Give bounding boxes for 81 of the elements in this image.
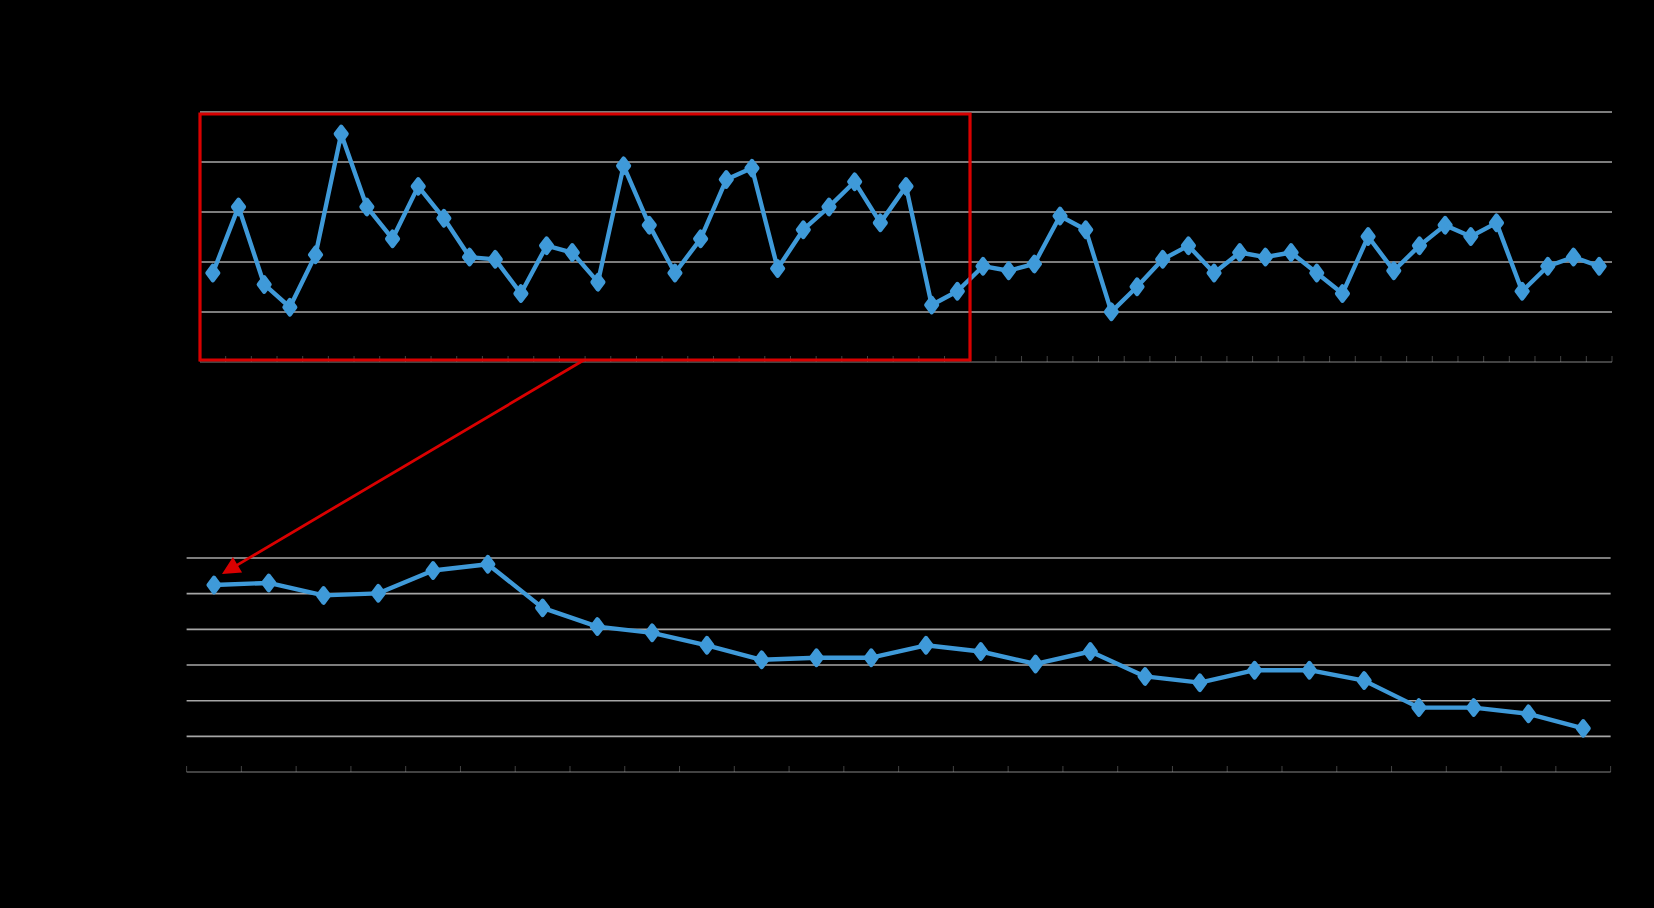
- point: [1301, 660, 1317, 680]
- point: [949, 281, 965, 301]
- point: [384, 229, 401, 249]
- point: [1466, 698, 1482, 717]
- point: [1206, 263, 1222, 283]
- point: [1129, 277, 1145, 297]
- point: [1247, 660, 1263, 680]
- point: [1334, 284, 1351, 303]
- point: [1103, 302, 1119, 322]
- point: [256, 275, 272, 294]
- point: [1575, 719, 1591, 738]
- point: [487, 250, 503, 269]
- point: [644, 623, 660, 643]
- point: [1257, 247, 1273, 267]
- point: [589, 617, 605, 636]
- point: [1411, 698, 1427, 717]
- point: [370, 583, 386, 603]
- point: [1411, 236, 1428, 256]
- point: [1463, 227, 1479, 246]
- point: [1565, 247, 1582, 267]
- point: [1082, 642, 1098, 661]
- point: [590, 272, 606, 292]
- point: [205, 263, 221, 283]
- point: [1437, 215, 1453, 235]
- point: [1283, 243, 1299, 262]
- point: [1232, 243, 1248, 262]
- point: [641, 215, 657, 235]
- point: [1309, 263, 1325, 283]
- point: [975, 256, 991, 276]
- point: [1155, 250, 1171, 269]
- point: [872, 213, 888, 233]
- point: [770, 259, 786, 278]
- point: [1386, 261, 1402, 281]
- point: [898, 177, 914, 196]
- point: [1026, 254, 1042, 274]
- point: [359, 197, 375, 217]
- point: [847, 172, 863, 192]
- point: [616, 156, 632, 176]
- point: [307, 245, 324, 265]
- point: [744, 158, 760, 178]
- point: [1052, 206, 1068, 226]
- point: [535, 598, 551, 618]
- point: [821, 197, 837, 217]
- point: [1356, 671, 1372, 690]
- point: [1027, 654, 1044, 674]
- point: [1078, 220, 1094, 240]
- point: [1137, 667, 1153, 686]
- point: [1540, 256, 1556, 276]
- point: [808, 648, 825, 668]
- point: [1360, 227, 1376, 246]
- point: [795, 220, 811, 240]
- point: [1488, 213, 1505, 233]
- point: [693, 229, 709, 249]
- point: [1591, 256, 1607, 276]
- point: [699, 635, 715, 655]
- point: [230, 197, 247, 217]
- point: [918, 635, 934, 655]
- point: [462, 247, 478, 267]
- point: [1001, 261, 1017, 281]
- point: [436, 208, 452, 228]
- point: [973, 642, 989, 661]
- point: [1192, 673, 1208, 693]
- point: [425, 561, 441, 580]
- point: [261, 573, 277, 593]
- point: [718, 170, 734, 189]
- point: [1520, 704, 1537, 724]
- point: [480, 554, 496, 574]
- point: [282, 297, 298, 317]
- point: [539, 236, 555, 256]
- point: [1180, 236, 1196, 256]
- point: [315, 586, 332, 605]
- point: [513, 284, 529, 303]
- point: [333, 124, 349, 144]
- point: [863, 648, 879, 668]
- point: [1514, 281, 1530, 301]
- point: [206, 575, 222, 595]
- point: [564, 243, 580, 262]
- point: [667, 263, 683, 283]
- point: [754, 650, 770, 670]
- point: [924, 295, 940, 315]
- point: [410, 177, 426, 196]
